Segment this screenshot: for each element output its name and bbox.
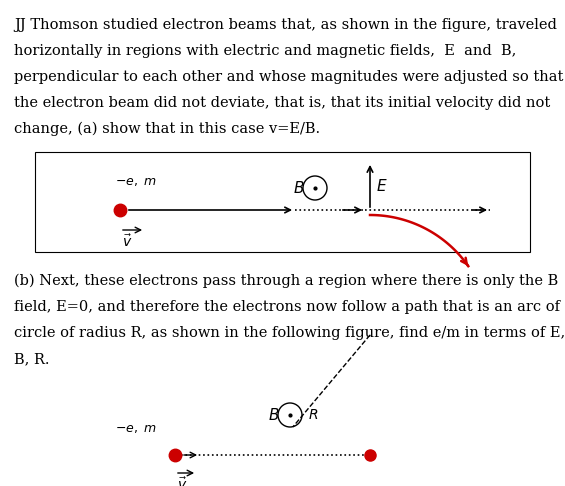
Text: circle of radius R, as shown in the following figure, find e/m in terms of E,: circle of radius R, as shown in the foll… <box>14 326 565 340</box>
Text: $B$: $B$ <box>293 180 305 196</box>
Text: $\vec{v}$: $\vec{v}$ <box>177 476 188 486</box>
Text: JJ Thomson studied electron beams that, as shown in the figure, traveled: JJ Thomson studied electron beams that, … <box>14 18 557 32</box>
Text: horizontally in regions with electric and magnetic fields,  E  and  B,: horizontally in regions with electric an… <box>14 44 516 58</box>
Bar <box>35 152 530 252</box>
Text: $E$: $E$ <box>376 178 388 194</box>
Text: B, R.: B, R. <box>14 352 50 366</box>
Text: the electron beam did not deviate, that is, that its initial velocity did not: the electron beam did not deviate, that … <box>14 96 550 110</box>
Text: $R$: $R$ <box>308 408 318 422</box>
Text: $-e,\ m$: $-e,\ m$ <box>115 422 157 435</box>
Text: $-e,\ m$: $-e,\ m$ <box>115 175 157 188</box>
Text: (b) Next, these electrons pass through a region where there is only the B: (b) Next, these electrons pass through a… <box>14 274 558 288</box>
Text: $B$: $B$ <box>268 407 280 423</box>
Text: $\vec{v}$: $\vec{v}$ <box>122 233 132 250</box>
Text: perpendicular to each other and whose magnitudes were adjusted so that: perpendicular to each other and whose ma… <box>14 70 563 84</box>
Text: change, (a) show that in this case v=E/B.: change, (a) show that in this case v=E/B… <box>14 122 320 137</box>
Text: field, E=0, and therefore the electrons now follow a path that is an arc of a: field, E=0, and therefore the electrons … <box>14 300 565 314</box>
